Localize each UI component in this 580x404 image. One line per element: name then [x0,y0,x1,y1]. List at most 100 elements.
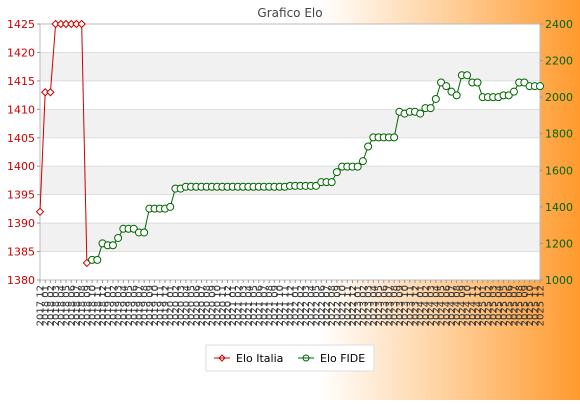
legend-label-elo-italia: Elo Italia [236,352,283,365]
x-axis-tick-label: 2024 02 [421,285,432,326]
x-axis-tick-label: 2020 05 [187,285,198,326]
x-axis-tick-label: 2021 07 [259,285,270,326]
x-axis-tick-label: 2021 05 [249,285,260,326]
x-axis-tick-label: 2019 02 [108,285,119,326]
x-axis-tick-label: 2022 11 [343,285,354,326]
legend-label-elo-fide: Elo FIDE [320,352,365,365]
x-axis-tick-label: 2019 06 [129,285,140,326]
x-axis-tick-label: 2025 05 [499,285,510,326]
grid-band [40,24,540,53]
x-axis-tick-label: 2019 03 [114,285,125,326]
right-axis-tick-label: 2000 [545,91,573,104]
x-axis-tick-label: 2022 09 [332,285,343,326]
x-axis-tick-label: 2022 10 [338,285,349,326]
x-axis-tick-label: 2021 02 [233,285,244,326]
data-point-elo-fide [114,233,123,242]
x-axis-tick-label: 2021 04 [244,285,255,326]
x-axis-tick-label: 2020 08 [202,285,213,326]
x-axis-tick-label: 2018 10 [88,285,99,326]
data-point-elo-fide [473,78,482,87]
grid-band [40,52,540,81]
data-point-elo-fide [442,82,451,91]
x-axis-tick-label: 2023 07 [384,285,395,326]
left-axis-tick-label: 1405 [7,132,35,145]
grid-band [40,137,540,167]
x-axis-tick-label: 2022 08 [327,285,338,326]
x-axis-tick-label: 2021 10 [275,285,286,326]
legend-swatch-elo-fide-marker [302,354,310,362]
x-axis-tick-label: 2023 02 [358,285,369,326]
left-axis-tick-label: 1415 [7,75,35,88]
left-axis-tick-label: 1410 [7,103,35,116]
x-axis-tick-label: 2019 08 [140,285,151,326]
x-axis-tick-label: 2022 06 [317,285,328,326]
x-axis-tick-label: 2023 03 [364,285,375,326]
right-axis-tick-label: 1800 [545,128,573,141]
grid-band [40,166,540,195]
x-axis-tick-label: 2023 11 [405,285,416,326]
x-axis-tick-label: 2019 01 [103,285,114,326]
x-axis-tick-label: 2022 04 [306,285,317,326]
x-axis-tick-label: 2021 06 [254,285,265,326]
x-axis-tick-label: 2024 10 [463,285,474,326]
x-axis-tick-label: 2025 08 [515,285,526,326]
series-layer [35,19,544,268]
chart-title: Grafico Elo [257,6,322,20]
data-point-elo-fide [108,241,117,250]
data-point-elo-italia [35,207,45,216]
x-axis-tick-label: 2019 09 [145,285,156,326]
right-axis-tick-label: 2400 [545,18,573,31]
x-axis-tick-label: 2022 01 [291,285,302,326]
x-axis-tick-label: 2025 09 [520,285,531,326]
legend-box [205,344,375,372]
data-point-elo-fide [390,133,399,142]
x-axis-tick-label: 2025 11 [530,285,541,326]
x-axis-tick-label: 2025 10 [525,285,536,326]
x-axis-tick-label: 2021 01 [228,285,239,326]
x-axis-tick-label: 2018 02 [46,285,57,326]
x-axis-tick-label: 2019 07 [134,285,145,326]
x-axis-tick-label: 2017 12 [36,285,47,326]
x-axis-tick-label: 2018 09 [82,285,93,326]
data-point-elo-fide [416,109,425,118]
left-axis: 1380 1385 1390 1395 1400 1405 1410 1415 1420 1425 [7,18,40,287]
x-axis-tick-label: 2019 11 [155,285,166,326]
x-axis-tick-label: 2021 09 [270,285,281,326]
x-axis-tick-label: 2023 01 [353,285,364,326]
x-axis-tick-label: 2025 12 [536,285,547,326]
x-axis-tick-label: 2020 12 [223,285,234,326]
x-axis-tick-label: 2018 11 [93,285,104,326]
x-axis-tick-label: 2025 02 [483,285,494,326]
x-axis-tick-label: 2023 09 [395,285,406,326]
legend: Elo Italia Elo FIDE [205,344,375,372]
grid-band [40,109,540,138]
left-axis-tick-label: 1395 [7,189,35,202]
x-axis-tick-label: 2022 03 [301,285,312,326]
x-axis-tick-label: 2024 01 [416,285,427,326]
x-axis-tick-label: 2018 08 [77,285,88,326]
x-axis-tick-label: 2018 04 [56,285,67,326]
x-axis-tick-label: 2018 06 [67,285,78,326]
left-axis-tick-label: 1385 [7,246,35,259]
x-axis-tick-label: 2024 09 [457,285,468,326]
x-axis-tick-label: 2020 07 [197,285,208,326]
grid-band [40,194,540,224]
x-axis-tick-label: 2018 12 [98,285,109,326]
grid-band [40,251,540,280]
left-axis-tick-label: 1380 [7,274,35,287]
x-axis-tick-label: 2025 04 [494,285,505,326]
right-axis-tick-label: 1600 [545,164,573,177]
x-axis-tick-label: 2022 12 [348,285,359,326]
x-axis-tick-label: 2021 08 [265,285,276,326]
x-axis-tick-label: 2024 11 [468,285,479,326]
data-point-elo-italia [46,88,55,97]
x-axis-tick-label: 2020 02 [171,285,182,326]
x-axis-tick-label: 2018 05 [62,285,73,326]
x-axis-tick-label: 2021 03 [239,285,250,326]
x-axis-tick-label: 2022 05 [312,285,323,326]
x-axis-tick-label: 2018 03 [51,285,62,326]
right-axis-tick-label: 1200 [545,237,573,250]
x-axis-tick-label: 2020 10 [213,285,224,326]
left-axis-tick-label: 1425 [7,18,35,31]
